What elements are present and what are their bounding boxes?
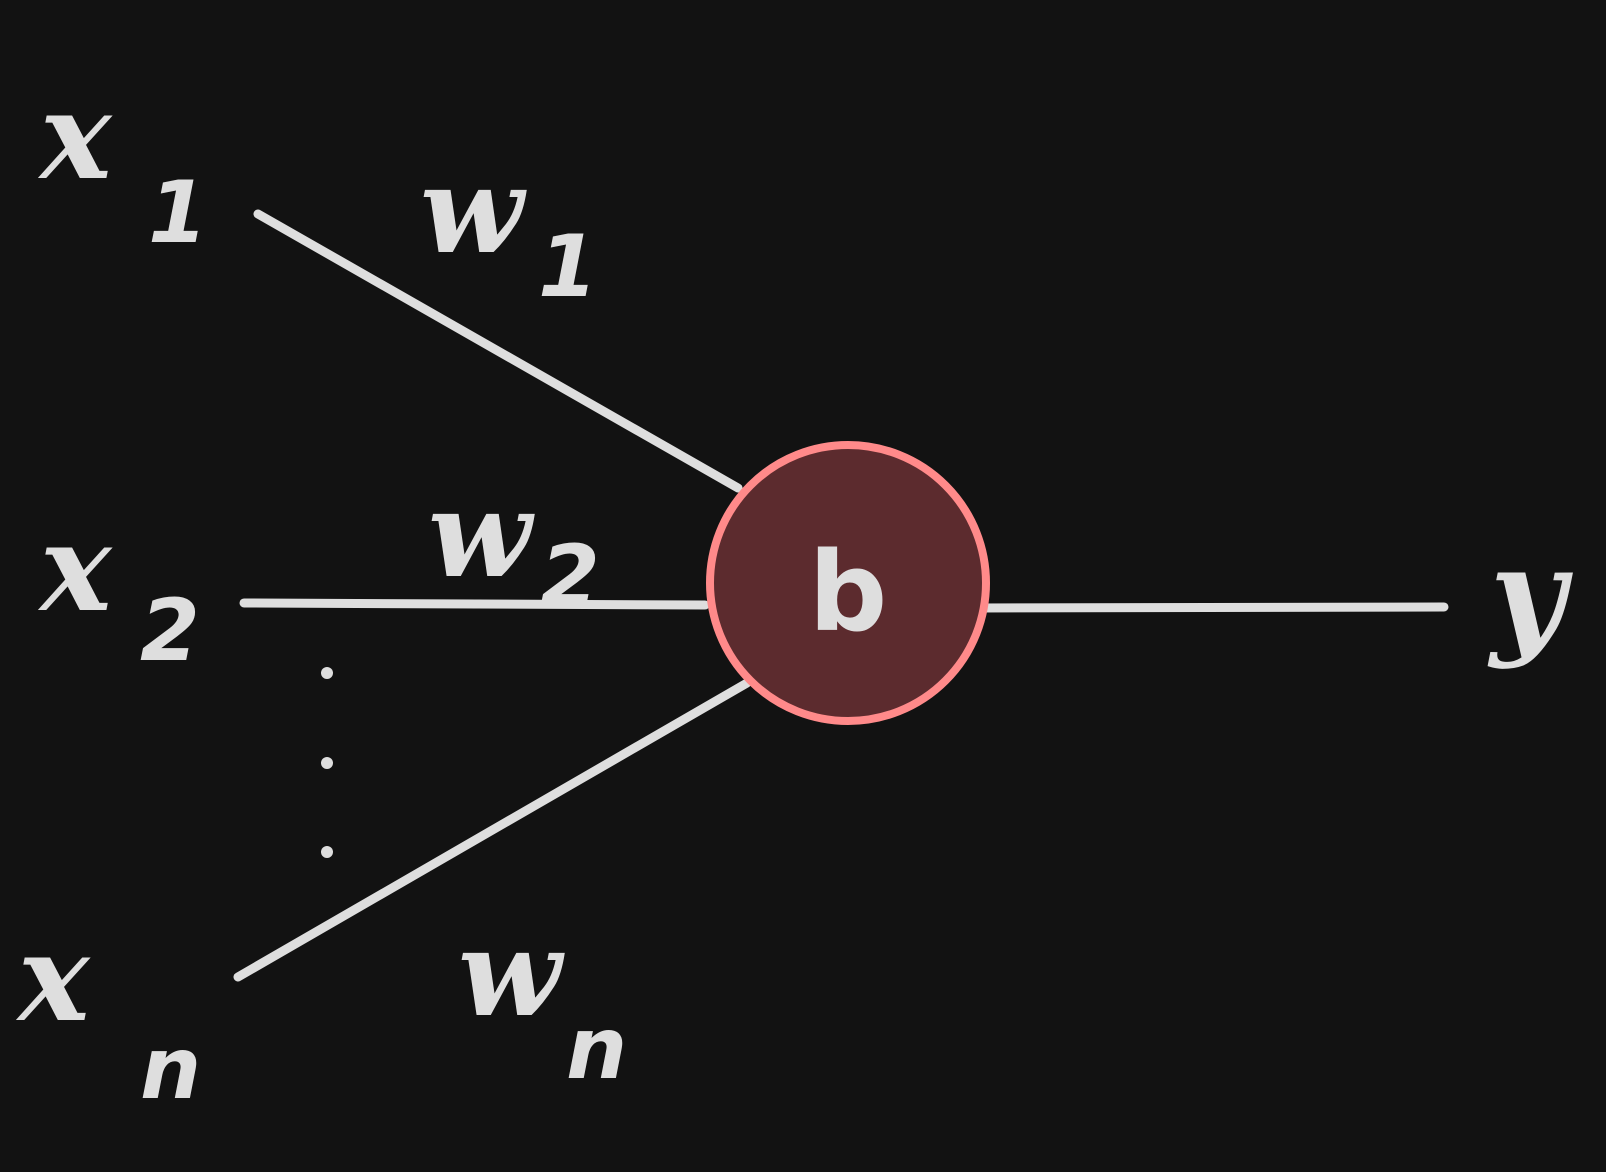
weight-w1-index: 1 — [538, 217, 598, 317]
output-y: y — [1487, 518, 1573, 671]
neuron-circle — [706, 441, 990, 725]
input-xn: x n — [15, 908, 201, 1119]
weight-wn-index: n — [566, 999, 627, 1099]
edge-neuron-to-output — [973, 602, 1449, 613]
weight-w1-symbol: w — [420, 140, 527, 281]
input-xn-symbol: x — [15, 908, 91, 1049]
ellipsis-dot — [321, 667, 333, 679]
ellipsis-dot — [321, 846, 333, 858]
input-x1-index: 1 — [148, 163, 208, 263]
weight-wn: w n — [458, 903, 627, 1099]
ellipsis-dot — [321, 757, 333, 769]
input-x2-index: 2 — [140, 581, 200, 681]
edge-x2-to-neuron — [239, 598, 710, 610]
neuron-bias-label: b — [809, 528, 888, 656]
weight-w1: w 1 — [420, 140, 598, 317]
edge-x1-to-neuron — [253, 209, 743, 493]
input-x1-symbol: x — [37, 66, 113, 207]
weight-wn-symbol: w — [458, 903, 565, 1044]
output-y-symbol: y — [1487, 518, 1573, 671]
weight-w2: w 2 — [428, 464, 600, 627]
weight-w2-symbol: w — [428, 464, 535, 605]
input-x2: x 2 — [37, 498, 200, 681]
input-xn-index: n — [140, 1019, 201, 1119]
neuron-node: b — [706, 441, 990, 725]
input-x2-symbol: x — [37, 498, 113, 639]
weight-w2-index: 2 — [540, 527, 600, 627]
input-x1: x 1 — [37, 66, 208, 263]
edge-xn-to-neuron — [233, 678, 752, 982]
